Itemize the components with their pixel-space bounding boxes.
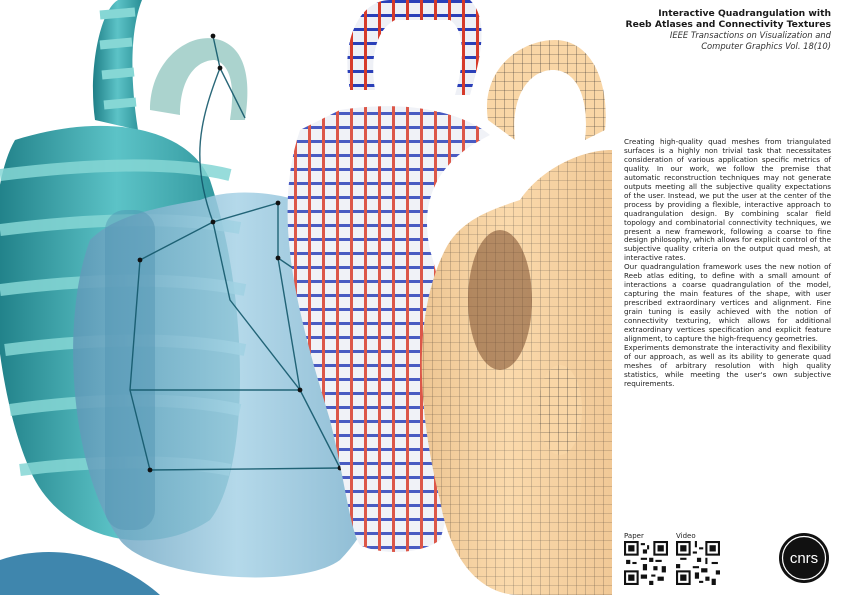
header: Interactive Quadrangulation with Reeb At… xyxy=(616,8,831,51)
abstract-paragraph-2: Our quadrangulation framework uses the n… xyxy=(624,262,831,343)
video-label: Video xyxy=(676,532,696,540)
abstract-paragraph-3: Experiments demonstrate the interactivit… xyxy=(624,342,831,388)
video-qr-code[interactable] xyxy=(676,541,720,585)
text-panel xyxy=(614,0,842,595)
cnrs-logo-text: cnrs xyxy=(790,550,818,567)
quad-mesh-vase xyxy=(421,40,612,595)
cnrs-logo: cnrs xyxy=(779,533,829,583)
abstract-paragraph-1: Creating high-quality quad meshes from t… xyxy=(624,137,831,263)
journal-line2: Computer Graphics Vol. 18(10) xyxy=(701,40,831,51)
vase-renderings xyxy=(0,0,612,595)
paper-label: Paper xyxy=(624,532,644,540)
journal-line1: IEEE Transactions on Visualization and xyxy=(669,30,831,40)
abstract: Creating high-quality quad meshes from t… xyxy=(624,137,831,389)
paper-title-line2: Reeb Atlases and Connectivity Textures xyxy=(625,19,831,30)
paper-title-line1: Interactive Quadrangulation with xyxy=(658,8,831,19)
paper-qr-code[interactable] xyxy=(624,541,668,585)
light-blue-vase xyxy=(0,33,401,595)
